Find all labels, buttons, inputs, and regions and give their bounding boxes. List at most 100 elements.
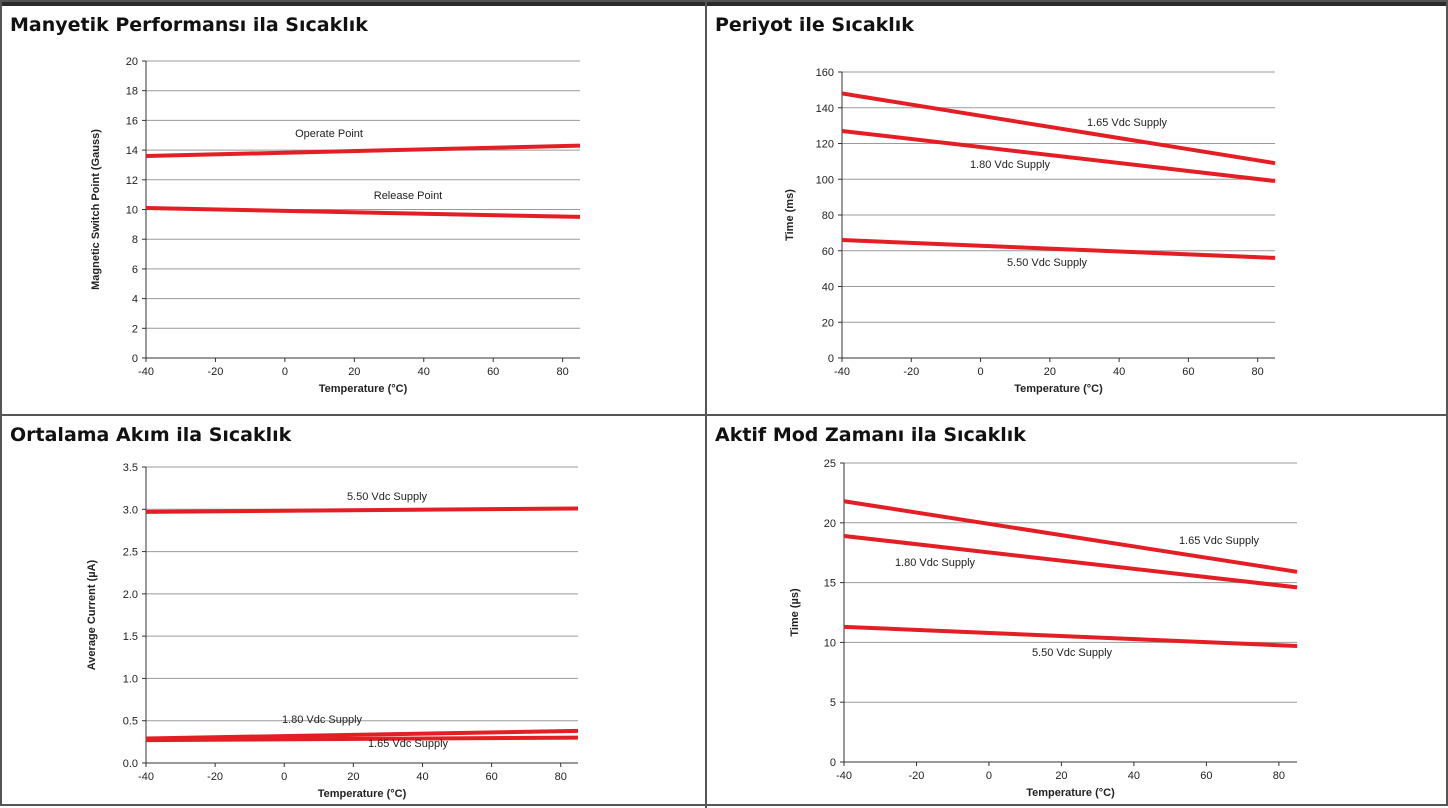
y-tick-label: 3.5 bbox=[123, 462, 138, 474]
y-tick-label: 40 bbox=[822, 282, 834, 294]
y-tick-label: 20 bbox=[126, 56, 138, 68]
x-axis-label: Temperature (°C) bbox=[1014, 383, 1103, 395]
y-axis-label: Time (µs) bbox=[789, 588, 801, 637]
y-tick-label: 2.5 bbox=[123, 547, 138, 559]
y-axis-label: Magnetic Switch Point (Gauss) bbox=[90, 129, 102, 290]
y-tick-label: 5 bbox=[830, 697, 836, 709]
y-tick-label: 6 bbox=[132, 264, 138, 276]
series-line bbox=[841, 238, 1276, 260]
y-tick-label: 10 bbox=[126, 205, 138, 217]
x-tick-label: 40 bbox=[1128, 770, 1140, 782]
x-tick-label: -40 bbox=[834, 366, 850, 378]
x-tick-label: 60 bbox=[485, 771, 497, 783]
series-line bbox=[145, 506, 579, 514]
panel-divider-horizontal bbox=[2, 414, 1448, 416]
x-tick-label: 20 bbox=[348, 366, 360, 378]
series-label: 1.80 Vdc Supply bbox=[970, 159, 1051, 171]
y-tick-label: 10 bbox=[824, 637, 836, 649]
series-label: 1.80 Vdc Supply bbox=[895, 557, 976, 569]
chart-svg: 0.0 0.5 1.0 1.5 2.0 2.5 3.0 3.5 -40 -20 0 20 40 60 80 T… bbox=[86, 462, 579, 800]
x-tick-label: 40 bbox=[416, 771, 428, 783]
chart-title: Periyot ile Sıcaklık bbox=[715, 14, 914, 36]
y-tick-label: 1.5 bbox=[123, 631, 138, 643]
y-axis-label: Average Current (µA) bbox=[86, 559, 98, 670]
y-tick-label: 25 bbox=[824, 458, 836, 470]
x-tick-label: 0 bbox=[282, 366, 288, 378]
y-tick-label: 60 bbox=[822, 246, 834, 258]
series-line bbox=[841, 91, 1276, 166]
chart-panel-period: Periyot ile Sıcaklık 0 20 40 60 80 100 120 140 1… bbox=[707, 6, 1448, 414]
x-tick-label: 60 bbox=[1182, 366, 1194, 378]
y-tick-label: 0.0 bbox=[123, 758, 138, 770]
x-tick-label: 80 bbox=[557, 366, 569, 378]
x-tick-label: -20 bbox=[909, 770, 925, 782]
y-tick-label: 14 bbox=[126, 145, 138, 157]
series-label: Release Point bbox=[374, 190, 443, 202]
x-tick-label: -40 bbox=[138, 771, 154, 783]
y-tick-label: 20 bbox=[822, 317, 834, 329]
y-tick-label: 15 bbox=[824, 578, 836, 590]
chart-panel-magnetic: Manyetik Performansı ila Sıcaklık 0 2 4 6 8 1… bbox=[2, 6, 705, 414]
panel-divider-vertical bbox=[705, 2, 707, 808]
x-axis-label: Temperature (°C) bbox=[1026, 787, 1115, 799]
series-label: 1.65 Vdc Supply bbox=[1179, 535, 1260, 547]
y-tick-label: 2 bbox=[132, 323, 138, 335]
x-axis-label: Temperature (°C) bbox=[318, 788, 407, 800]
x-tick-label: -20 bbox=[903, 366, 919, 378]
y-tick-label: 18 bbox=[126, 86, 138, 98]
x-tick-label: 20 bbox=[1044, 366, 1056, 378]
series-line bbox=[145, 143, 581, 159]
x-tick-label: -20 bbox=[207, 771, 223, 783]
y-tick-label: 2.0 bbox=[123, 589, 138, 601]
y-tick-label: 8 bbox=[132, 234, 138, 246]
chart-title: Ortalama Akım ila Sıcaklık bbox=[10, 424, 292, 446]
chart-panel-current: Ortalama Akım ila Sıcaklık 0.0 0.5 1.0 1.5 2… bbox=[2, 416, 705, 806]
series-line bbox=[843, 533, 1298, 590]
y-tick-label: 140 bbox=[816, 103, 834, 115]
series-line bbox=[145, 728, 579, 741]
y-tick-label: 160 bbox=[816, 67, 834, 79]
y-tick-label: 0.5 bbox=[123, 716, 138, 728]
series-line bbox=[145, 735, 579, 743]
y-tick-label: 20 bbox=[824, 518, 836, 530]
chart-title: Aktif Mod Zamanı ila Sıcaklık bbox=[715, 424, 1026, 446]
chart-svg: 0 20 40 60 80 100 120 140 160 -40 -20 0 20 40 60 80 Temp… bbox=[784, 67, 1276, 395]
chart-title: Manyetik Performansı ila Sıcaklık bbox=[10, 14, 368, 36]
y-tick-label: 120 bbox=[816, 139, 834, 151]
y-tick-label: 3.0 bbox=[123, 504, 138, 516]
series-line bbox=[841, 129, 1276, 184]
series-label: 1.65 Vdc Supply bbox=[368, 738, 449, 750]
chart-svg: 0 5 10 15 20 25 -40 -20 0 20 40 60 80 Temperature (°C… bbox=[789, 458, 1298, 799]
series-label: Operate Point bbox=[295, 128, 363, 140]
y-tick-label: 4 bbox=[132, 294, 138, 306]
y-tick-label: 0 bbox=[830, 757, 836, 769]
y-tick-label: 0 bbox=[132, 353, 138, 365]
y-tick-label: 16 bbox=[126, 115, 138, 127]
x-tick-label: 40 bbox=[418, 366, 430, 378]
y-tick-label: 100 bbox=[816, 174, 834, 186]
x-tick-label: 80 bbox=[1273, 770, 1285, 782]
series-line bbox=[843, 624, 1298, 648]
x-axis-label: Temperature (°C) bbox=[319, 383, 408, 395]
x-tick-label: 80 bbox=[1252, 366, 1264, 378]
x-tick-label: 0 bbox=[977, 366, 983, 378]
x-tick-label: -20 bbox=[207, 366, 223, 378]
series-label: 1.80 Vdc Supply bbox=[282, 714, 363, 726]
x-tick-label: 20 bbox=[347, 771, 359, 783]
x-tick-label: 40 bbox=[1113, 366, 1125, 378]
y-tick-label: 0 bbox=[828, 353, 834, 365]
y-tick-label: 80 bbox=[822, 210, 834, 222]
series-label: 1.65 Vdc Supply bbox=[1087, 117, 1168, 129]
chart-svg: 0 2 4 6 8 10 12 14 16 18 20 -40 -20 0 20 40 60 80 Temperat… bbox=[90, 56, 581, 395]
x-tick-label: 60 bbox=[487, 366, 499, 378]
x-tick-label: -40 bbox=[836, 770, 852, 782]
chart-panel-active-mode: Aktif Mod Zamanı ila Sıcaklık 0 5 10 15 20 25… bbox=[707, 416, 1448, 806]
x-tick-label: 0 bbox=[281, 771, 287, 783]
x-tick-label: 0 bbox=[986, 770, 992, 782]
y-tick-label: 1.0 bbox=[123, 673, 138, 685]
y-axis-label: Time (ms) bbox=[784, 189, 796, 241]
series-label: 5.50 Vdc Supply bbox=[347, 491, 428, 503]
x-tick-label: 80 bbox=[555, 771, 567, 783]
series-label: 5.50 Vdc Supply bbox=[1032, 647, 1113, 659]
